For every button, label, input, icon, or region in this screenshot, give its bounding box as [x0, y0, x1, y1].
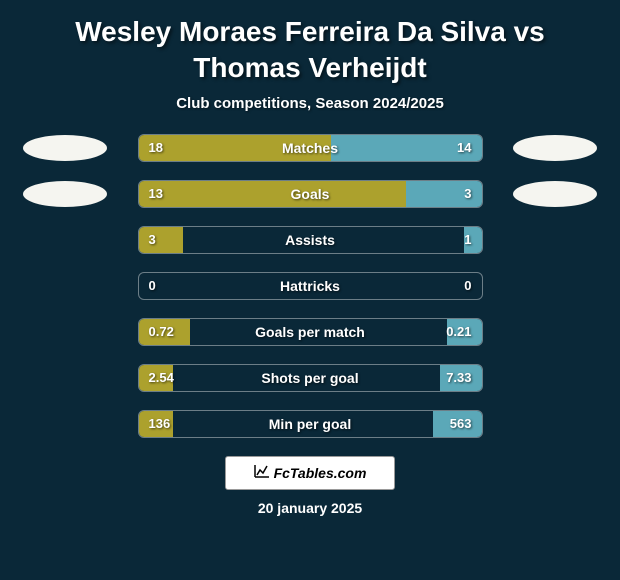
stat-value-right: 3 [464, 181, 471, 207]
stat-label: Shots per goal [139, 365, 482, 391]
stat-row: 18Matches14 [10, 134, 610, 162]
stat-label: Matches [139, 135, 482, 161]
stat-row: 13Goals3 [10, 180, 610, 208]
stat-value-right: 7.33 [446, 365, 471, 391]
logo-text: FcTables.com [274, 465, 367, 481]
stat-bar: 18Matches14 [138, 134, 483, 162]
stat-bar: 136Min per goal563 [138, 410, 483, 438]
stats-rows: 18Matches1413Goals33Assists10Hattricks00… [0, 134, 620, 438]
stat-value-right: 0.21 [446, 319, 471, 345]
stat-bar: 2.54Shots per goal7.33 [138, 364, 483, 392]
stat-value-right: 1 [464, 227, 471, 253]
player-right-oval [513, 181, 597, 207]
player-left-slot [10, 135, 120, 161]
fctables-logo[interactable]: FcTables.com [225, 456, 395, 490]
stat-row: 136Min per goal563 [10, 410, 610, 438]
stat-label: Goals [139, 181, 482, 207]
date-text: 20 january 2025 [0, 500, 620, 516]
subtitle: Club competitions, Season 2024/2025 [0, 95, 620, 112]
stat-row: 0Hattricks0 [10, 272, 610, 300]
stat-label: Goals per match [139, 319, 482, 345]
stat-label: Min per goal [139, 411, 482, 437]
chart-icon [254, 464, 270, 481]
stat-row: 0.72Goals per match0.21 [10, 318, 610, 346]
player-left-oval [23, 135, 107, 161]
stat-value-right: 14 [457, 135, 471, 161]
stat-value-right: 0 [464, 273, 471, 299]
stat-bar: 13Goals3 [138, 180, 483, 208]
stat-row: 2.54Shots per goal7.33 [10, 364, 610, 392]
comparison-title: Wesley Moraes Ferreira Da Silva vs Thoma… [0, 0, 620, 95]
stat-label: Hattricks [139, 273, 482, 299]
player-right-slot [500, 135, 610, 161]
player-right-oval [513, 135, 597, 161]
stat-label: Assists [139, 227, 482, 253]
player-left-slot [10, 181, 120, 207]
stat-row: 3Assists1 [10, 226, 610, 254]
player-right-slot [500, 181, 610, 207]
stat-bar: 3Assists1 [138, 226, 483, 254]
stat-bar: 0.72Goals per match0.21 [138, 318, 483, 346]
player-left-oval [23, 181, 107, 207]
stat-bar: 0Hattricks0 [138, 272, 483, 300]
stat-value-right: 563 [450, 411, 472, 437]
